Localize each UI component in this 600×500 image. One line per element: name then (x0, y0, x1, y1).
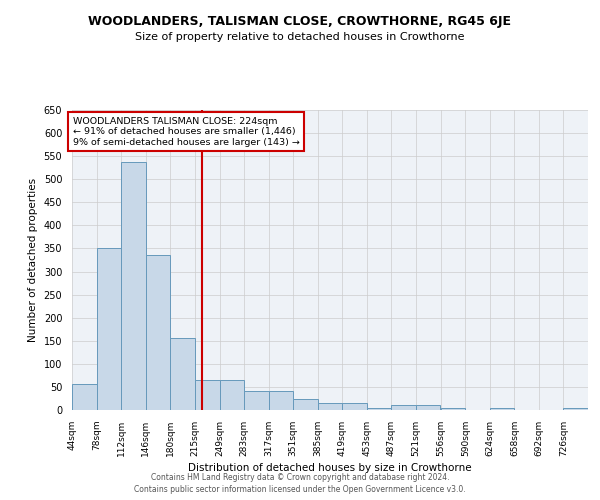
Text: Contains HM Land Registry data © Crown copyright and database right 2024.: Contains HM Land Registry data © Crown c… (151, 472, 449, 482)
Bar (72, 384, 97, 410)
Text: Size of property relative to detached houses in Crowthorne: Size of property relative to detached ho… (135, 32, 465, 42)
Bar (97, 248, 121, 410)
Bar (490, 408, 514, 410)
Bar (342, 403, 367, 410)
Bar (391, 406, 416, 410)
Bar (416, 406, 440, 410)
Bar (367, 408, 391, 410)
Bar (195, 380, 220, 410)
Bar (244, 390, 269, 410)
Text: WOODLANDERS TALISMAN CLOSE: 224sqm
← 91% of detached houses are smaller (1,446)
: WOODLANDERS TALISMAN CLOSE: 224sqm ← 91%… (73, 117, 299, 146)
Y-axis label: Number of detached properties: Number of detached properties (28, 178, 38, 342)
Bar (170, 338, 194, 410)
Bar (146, 256, 170, 410)
Bar (441, 408, 466, 410)
Text: Contains public sector information licensed under the Open Government Licence v3: Contains public sector information licen… (134, 485, 466, 494)
Bar (269, 390, 293, 410)
Bar (220, 380, 244, 410)
Bar (293, 399, 318, 410)
Text: WOODLANDERS, TALISMAN CLOSE, CROWTHORNE, RG45 6JE: WOODLANDERS, TALISMAN CLOSE, CROWTHORNE,… (89, 15, 511, 28)
Bar (121, 162, 146, 410)
Bar (563, 408, 588, 410)
X-axis label: Distribution of detached houses by size in Crowthorne: Distribution of detached houses by size … (188, 463, 472, 473)
Bar (318, 403, 342, 410)
